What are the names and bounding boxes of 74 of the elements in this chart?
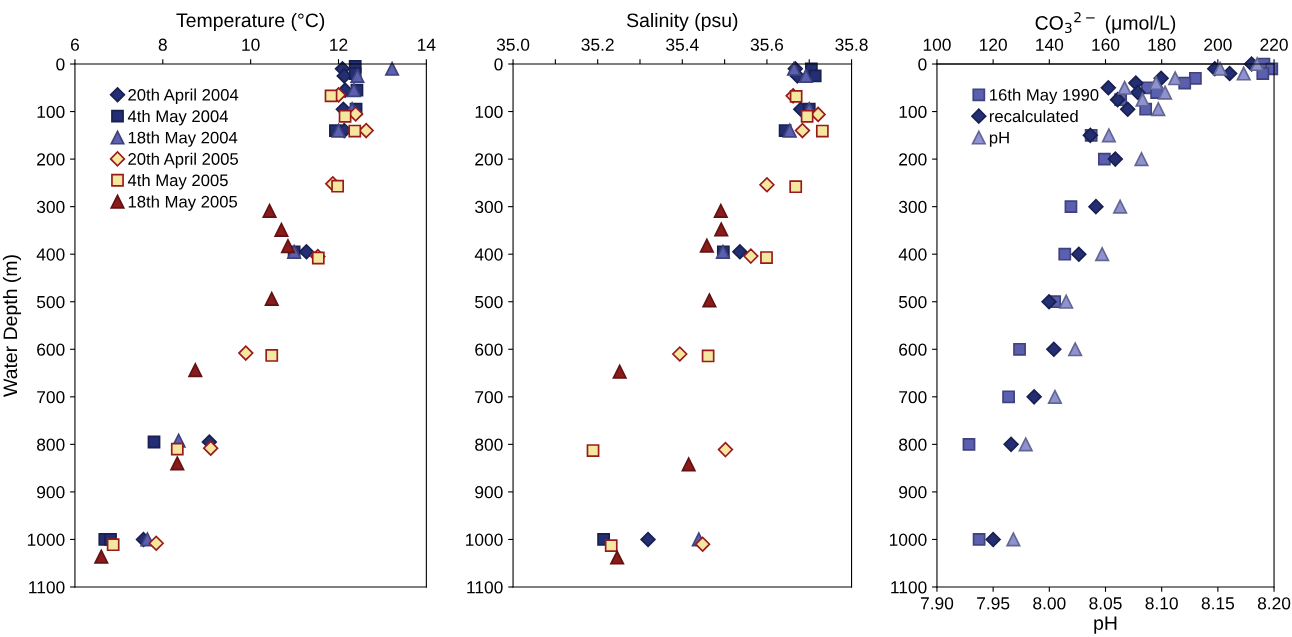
x-tick-label: 35.4 <box>666 38 699 51</box>
x-tick-label: 8.15 <box>1201 597 1235 610</box>
y-tick-label: 900 <box>37 486 65 499</box>
x2-tick-label: 100 <box>923 38 951 51</box>
legend-label: pH <box>989 131 1009 147</box>
x-tick-label: 7.95 <box>977 597 1010 610</box>
x-tick-label: 7.90 <box>920 597 954 610</box>
x-axis-title: pH <box>1094 616 1117 634</box>
y-tick-label: 800 <box>37 438 65 451</box>
y-tick-label: 100 <box>475 105 503 119</box>
y-tick-label: 500 <box>475 295 503 309</box>
y-tick-label: 300 <box>36 200 65 214</box>
x-tick-label: 35.2 <box>581 38 614 51</box>
x2-tick-label: 200 <box>1204 38 1232 51</box>
y-tick-label: 0 <box>494 58 503 71</box>
x2-tick-label: 180 <box>1148 38 1176 51</box>
y-tick-label: 100 <box>899 105 927 119</box>
y-tick-label: 900 <box>899 486 927 499</box>
x-tick-label: 8.20 <box>1257 597 1291 610</box>
x-tick-label: 8.10 <box>1145 597 1178 610</box>
x-tick-label: 8 <box>158 38 167 51</box>
x-tick-label: 10 <box>242 38 260 51</box>
y-tick-label: 700 <box>475 390 503 404</box>
x2-tick-label: 160 <box>1092 38 1120 51</box>
x-tick-label: 12 <box>330 38 348 51</box>
y-tick-label: 1000 <box>889 533 927 546</box>
x2-tick-label: 140 <box>1036 38 1064 51</box>
y-tick-label: 800 <box>899 438 927 451</box>
legend-label: recalculated <box>989 109 1078 123</box>
y-tick-label: 1000 <box>27 533 65 546</box>
y-tick-label: 800 <box>475 438 503 451</box>
x-tick-label: 6 <box>70 38 79 51</box>
x2-tick-label: 220 <box>1260 38 1288 51</box>
x-tick-label: 8.05 <box>1089 597 1122 610</box>
x-tick-label: 35.0 <box>496 38 530 51</box>
x-tick-label: 35.6 <box>750 38 784 51</box>
y-tick-label: 200 <box>475 153 503 166</box>
y-tick-label: 1000 <box>466 533 503 546</box>
y-tick-label: 300 <box>898 200 927 214</box>
x-tick-label: 35.8 <box>835 38 868 51</box>
y-tick-label: 200 <box>37 153 65 166</box>
y-tick-label: 400 <box>36 248 65 261</box>
y-tick-label: 1100 <box>29 581 65 594</box>
x-axis-title: Temperature (°C) <box>176 12 325 32</box>
x-tick-label: 8.00 <box>1033 597 1066 610</box>
x-axis-title: Salinity (psu) <box>627 12 738 32</box>
y-tick-label: 200 <box>899 153 927 166</box>
y-tick-label: 600 <box>475 343 503 356</box>
y-tick-label: 700 <box>37 390 65 404</box>
y-tick-label: 700 <box>899 390 927 404</box>
y-tick-label: 100 <box>37 105 65 119</box>
legend-label: 4th May 2005 <box>127 174 228 190</box>
y-tick-label: 900 <box>475 486 503 499</box>
y-axis-title: Water Depth (m) <box>2 255 22 397</box>
x2-tick-label: 120 <box>979 38 1007 51</box>
legend-label: 20th April 2005 <box>128 152 239 169</box>
y-tick-label: 500 <box>898 295 927 309</box>
y-tick-label: 600 <box>37 343 65 356</box>
y-tick-label: 300 <box>475 200 503 214</box>
y-tick-label: 0 <box>56 58 65 71</box>
legend-label: 18th May 2005 <box>128 195 238 211</box>
legend-label: 4th May 2004 <box>127 109 229 126</box>
y-tick-label: 1100 <box>467 581 503 594</box>
legend-label: 20th April 2004 <box>128 88 239 105</box>
legend-label: 16th May 1990 <box>990 88 1099 105</box>
y-tick-label: 0 <box>918 58 927 71</box>
legend-label: 18th May 2004 <box>128 131 238 147</box>
y-tick-label: 1100 <box>891 581 927 594</box>
y-tick-label: 500 <box>36 295 65 309</box>
y-tick-label: 400 <box>898 248 927 261</box>
y-tick-label: 400 <box>474 248 503 261</box>
x-tick-label: 14 <box>418 38 436 51</box>
y-tick-label: 600 <box>899 343 927 356</box>
x2-axis-title: CO$_{3}$$^{2−}$ (μmol/L) <box>1035 12 1176 34</box>
